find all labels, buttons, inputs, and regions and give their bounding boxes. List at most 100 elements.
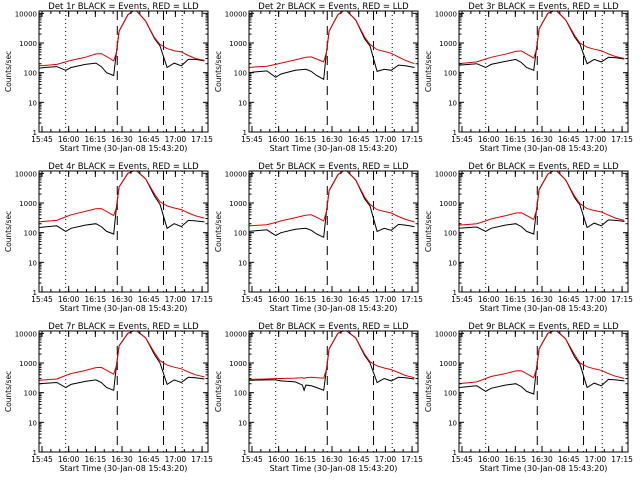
y-tick-label: 100 — [444, 390, 457, 398]
x-tick-label: 16:00 — [478, 135, 500, 144]
y-tick-label: 10 — [238, 419, 247, 427]
x-tick-label: 15:45 — [241, 135, 263, 144]
x-tick-label: 17:00 — [585, 295, 607, 304]
panel-title: Det 8r BLACK = Events, RED = LLD — [258, 322, 409, 332]
y-tick-label: 1000 — [19, 200, 37, 208]
x-tick-label: 16:30 — [111, 455, 133, 464]
panel-title: Det 4r BLACK = Events, RED = LLD — [48, 162, 199, 172]
detector-panel-4: Det 4r BLACK = Events, RED = LLD 1 10 100 10… — [4, 162, 213, 313]
x-tick-label: 16:45 — [558, 455, 580, 464]
x-tick-label: 16:00 — [268, 455, 290, 464]
x-axis-label: Start Time (30-Jan-08 15:43:20) — [480, 304, 608, 313]
panel-title: Det 6r BLACK = Events, RED = LLD — [468, 162, 619, 172]
x-tick-label: 16:30 — [111, 295, 133, 304]
y-tick-label: 10 — [448, 99, 457, 107]
x-tick-label: 16:15 — [295, 455, 317, 464]
x-tick-label: 16:45 — [348, 135, 370, 144]
plot-frame — [38, 330, 209, 453]
lld-series-line — [39, 171, 205, 223]
x-tick-label: 16:15 — [85, 295, 107, 304]
x-tick-label: 15:45 — [241, 455, 263, 464]
y-tick-label: 10000 — [225, 10, 247, 18]
x-tick-label: 16:00 — [268, 295, 290, 304]
y-axis-label: Counts/sec — [4, 211, 13, 252]
y-axis-label: Counts/sec — [214, 371, 223, 412]
y-tick-label: 10 — [238, 259, 247, 267]
x-tick-label: 16:15 — [505, 455, 527, 464]
y-tick-label: 1000 — [439, 200, 457, 208]
x-axis-label: Start Time (30-Jan-08 15:43:20) — [480, 464, 608, 473]
plot-frame — [248, 330, 419, 453]
x-tick-label: 16:30 — [321, 455, 343, 464]
x-axis-label: Start Time (30-Jan-08 15:43:20) — [60, 304, 188, 313]
x-axis-label: Start Time (30-Jan-08 15:43:20) — [60, 144, 188, 153]
x-tick-label: 17:15 — [401, 295, 423, 304]
panel-title: Det 7r BLACK = Events, RED = LLD — [48, 322, 199, 332]
y-tick-label: 1000 — [19, 40, 37, 48]
x-tick-label: 16:45 — [138, 295, 160, 304]
x-tick-label: 15:45 — [31, 135, 53, 144]
events-series-line — [459, 331, 625, 395]
y-tick-label: 1 — [243, 449, 247, 457]
y-tick-label: 1000 — [229, 360, 247, 368]
y-tick-label: 10 — [28, 419, 37, 427]
plot-frame — [38, 10, 209, 133]
x-tick-label: 15:45 — [451, 135, 473, 144]
y-tick-label: 10 — [448, 259, 457, 267]
x-tick-label: 16:15 — [85, 135, 107, 144]
lld-series-line — [459, 171, 625, 226]
lld-series-line — [249, 171, 415, 227]
detector-panel-3: Det 3r BLACK = Events, RED = LLD 1 10 100 10… — [424, 2, 633, 153]
x-tick-label: 17:15 — [191, 295, 213, 304]
events-series-line — [249, 331, 415, 392]
events-series-line — [39, 331, 205, 392]
x-tick-label: 17:15 — [611, 295, 633, 304]
panel-title: Det 5r BLACK = Events, RED = LLD — [258, 162, 409, 172]
y-tick-label: 10000 — [435, 330, 457, 338]
panel-title: Det 3r BLACK = Events, RED = LLD — [468, 2, 619, 12]
detector-panel-7: Det 7r BLACK = Events, RED = LLD 1 10 100 10… — [4, 322, 213, 473]
x-tick-label: 16:30 — [531, 455, 553, 464]
lld-series-line — [39, 331, 205, 381]
plot-frame — [458, 10, 629, 133]
y-tick-label: 1000 — [229, 40, 247, 48]
x-tick-label: 17:15 — [611, 455, 633, 464]
y-tick-label: 1 — [33, 449, 37, 457]
x-tick-label: 16:00 — [478, 295, 500, 304]
y-axis-label: Counts/sec — [4, 51, 13, 92]
y-tick-label: 1000 — [19, 360, 37, 368]
plot-frame — [38, 170, 209, 293]
x-tick-label: 15:45 — [241, 295, 263, 304]
y-tick-label: 1 — [453, 449, 457, 457]
x-axis-label: Start Time (30-Jan-08 15:43:20) — [480, 144, 608, 153]
detector-panel-1: Det 1r BLACK = Events, RED = LLD 1 10 100 10… — [4, 2, 213, 153]
y-axis-label: Counts/sec — [424, 51, 433, 92]
x-tick-label: 16:00 — [58, 135, 80, 144]
y-tick-label: 1 — [453, 289, 457, 297]
x-tick-label: 17:00 — [165, 295, 187, 304]
x-tick-label: 16:30 — [531, 135, 553, 144]
x-tick-label: 16:15 — [505, 295, 527, 304]
detector-panel-9: Det 9r BLACK = Events, RED = LLD 1 10 100 10… — [424, 322, 633, 473]
x-tick-label: 17:00 — [375, 455, 397, 464]
events-series-line — [459, 171, 625, 235]
x-tick-label: 17:15 — [401, 455, 423, 464]
events-series-line — [39, 11, 205, 77]
x-tick-label: 16:00 — [58, 455, 80, 464]
plot-frame — [458, 170, 629, 293]
y-tick-label: 100 — [24, 230, 37, 238]
x-axis-label: Start Time (30-Jan-08 15:43:20) — [270, 464, 398, 473]
lld-series-line — [39, 11, 205, 67]
x-tick-label: 17:00 — [375, 135, 397, 144]
x-tick-label: 16:45 — [138, 455, 160, 464]
events-series-line — [459, 11, 625, 72]
x-tick-label: 16:00 — [478, 455, 500, 464]
y-tick-label: 100 — [234, 390, 247, 398]
x-tick-label: 15:45 — [451, 295, 473, 304]
x-tick-label: 16:15 — [85, 455, 107, 464]
y-tick-label: 10 — [28, 99, 37, 107]
lld-series-line — [249, 331, 415, 380]
events-series-line — [39, 171, 205, 235]
y-axis-label: Counts/sec — [4, 371, 13, 412]
